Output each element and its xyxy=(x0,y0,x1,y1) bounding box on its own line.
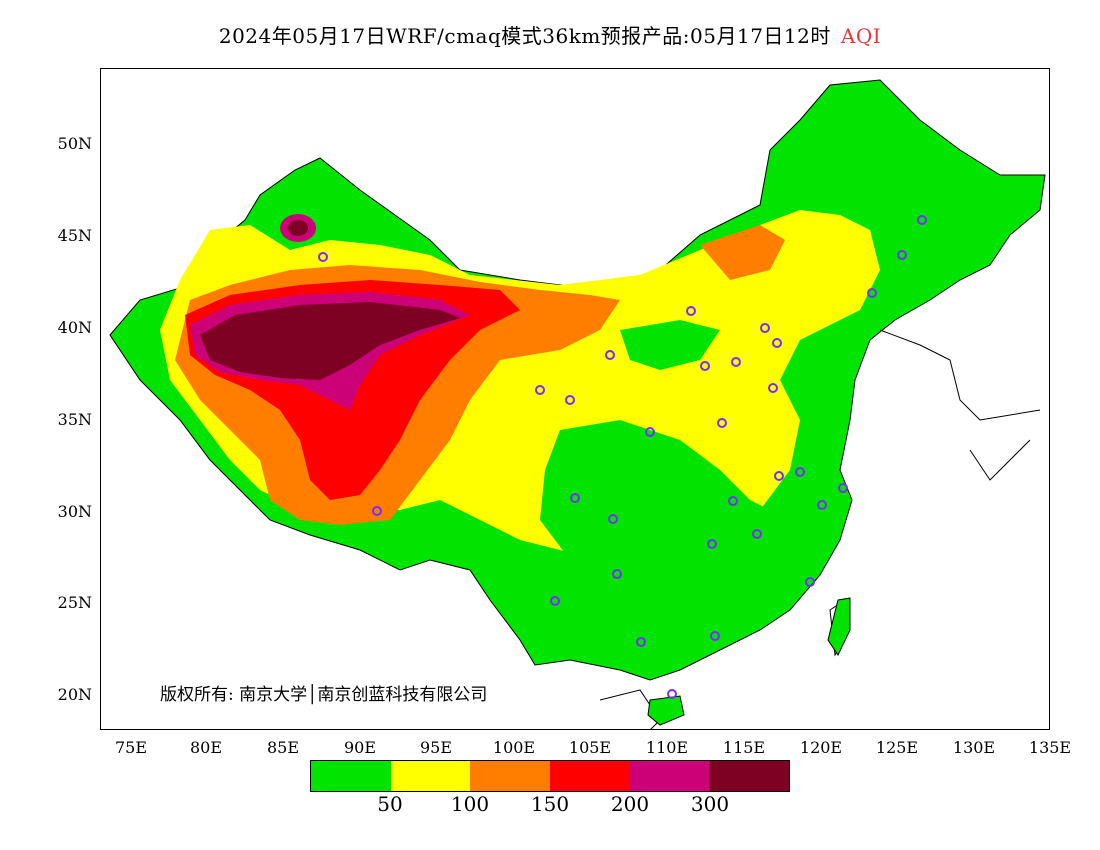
legend-swatch-good xyxy=(311,761,391,791)
y-tick-label: 20N xyxy=(57,685,92,704)
x-tick-label: 135E xyxy=(1028,738,1072,757)
legend-label: 200 xyxy=(610,792,650,816)
x-tick-label: 130E xyxy=(952,738,996,757)
title-variable: AQI xyxy=(840,24,882,48)
y-tick-label: 25N xyxy=(57,593,92,612)
y-tick-label: 50N xyxy=(57,134,92,153)
region-hazardous xyxy=(200,302,460,380)
x-tick-label: 120E xyxy=(799,738,843,757)
legend-label: 300 xyxy=(690,792,730,816)
x-tick-label: 90E xyxy=(343,738,377,757)
coastline xyxy=(599,329,1041,729)
legend-swatch-unhealthy xyxy=(550,761,630,791)
legend-label: 50 xyxy=(377,792,403,816)
x-tick-label: 105E xyxy=(568,738,612,757)
legend-swatch-moderate xyxy=(390,761,471,791)
x-tick-label: 95E xyxy=(419,738,453,757)
station-markers xyxy=(318,215,927,699)
taiwan xyxy=(827,597,851,657)
y-tick-label: 40N xyxy=(57,318,92,337)
y-tick-label: 30N xyxy=(57,502,92,521)
legend-swatch-hazardous xyxy=(709,761,790,791)
region-usg-ne xyxy=(700,225,785,280)
legend-swatch-very-unhealthy xyxy=(629,761,710,791)
hainan xyxy=(647,695,685,726)
x-tick-label: 115E xyxy=(722,738,766,757)
map-title: 2024年05月17日WRF/cmaq模式36km预报产品:05月17日12时 A… xyxy=(0,20,1100,49)
legend-swatch-usg xyxy=(470,761,551,791)
region-good-north xyxy=(620,320,720,370)
x-tick-label: 85E xyxy=(266,738,300,757)
region-good-central xyxy=(540,420,790,620)
aqi-legend-bar xyxy=(310,760,790,792)
map-frame xyxy=(100,68,1050,730)
x-tick-label: 110E xyxy=(645,738,689,757)
y-tick-label: 35N xyxy=(57,410,92,429)
x-tick-label: 100E xyxy=(492,738,536,757)
x-tick-label: 75E xyxy=(114,738,148,757)
x-tick-label: 125E xyxy=(875,738,919,757)
legend-label: 100 xyxy=(450,792,490,816)
y-tick-label: 45N xyxy=(57,226,92,245)
copyright-text: 版权所有: 南京大学│南京创蓝科技有限公司 xyxy=(160,685,488,705)
title-text: 2024年05月17日WRF/cmaq模式36km预报产品:05月17日12时 xyxy=(218,24,831,48)
legend-label: 150 xyxy=(530,792,570,816)
x-tick-label: 80E xyxy=(189,738,223,757)
